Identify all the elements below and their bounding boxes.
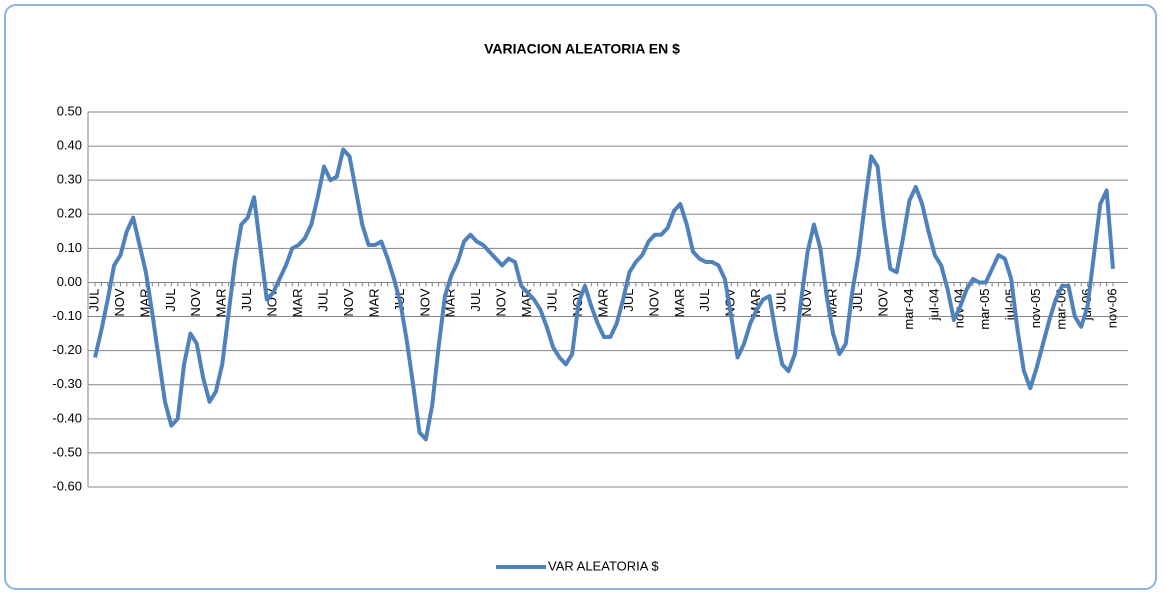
y-tick-label: 0.40 (57, 138, 82, 153)
x-tick-label: JUL (315, 288, 330, 311)
x-tick-label: mar-05 (977, 288, 992, 329)
x-tick-label: NOV (646, 288, 661, 317)
x-tick-label: MAR (672, 288, 687, 317)
x-tick-label: JUL (468, 288, 483, 311)
x-tick-label: NOV (417, 288, 432, 317)
x-tick-label: MAR (366, 288, 381, 317)
y-tick-label: -0.10 (52, 308, 82, 323)
x-tick-label: MAR (595, 288, 610, 317)
x-tick-label: nov-05 (1028, 288, 1043, 328)
legend-label: VAR ALEATORIA $ (548, 558, 659, 573)
y-tick-label: -0.40 (52, 410, 82, 425)
y-tick-label: 0.10 (57, 240, 82, 255)
y-tick-label: -0.60 (52, 478, 82, 493)
y-tick-label: 0.00 (57, 274, 82, 289)
y-tick-label: -0.50 (52, 444, 82, 459)
y-tick-label: 0.50 (57, 103, 82, 118)
y-tick-label: -0.20 (52, 342, 82, 357)
chart-title: VARIACION ALEATORIA EN $ (484, 41, 680, 57)
x-tick-label: jul-04 (926, 288, 941, 321)
x-tick-label: NOV (494, 288, 509, 317)
data-line (93, 147, 1115, 442)
x-tick-label: JUL (86, 288, 101, 311)
x-tick-label: JUL (239, 288, 254, 311)
y-tick-label: 0.20 (57, 206, 82, 221)
x-tick-label: JUL (163, 288, 178, 311)
x-tick-label: NOV (341, 288, 356, 317)
x-tick-label: NOV (112, 288, 127, 317)
x-tick-label: JUL (774, 288, 789, 311)
x-tick-label: MAR (290, 288, 305, 317)
x-tick-label: mar-04 (901, 288, 916, 329)
x-tick-label: JUL (545, 288, 560, 311)
x-tick-label: NOV (875, 288, 890, 317)
x-tick-label: NOV (188, 288, 203, 317)
x-tick-label: MAR (748, 288, 763, 317)
x-tick-label: mar-06 (1054, 288, 1069, 329)
x-tick-label: nov-06 (1104, 288, 1119, 328)
x-tick-label: JUL (697, 288, 712, 311)
x-tick-label: MAR (214, 288, 229, 317)
y-tick-label: 0.30 (57, 172, 82, 187)
y-tick-label: -0.30 (52, 376, 82, 391)
